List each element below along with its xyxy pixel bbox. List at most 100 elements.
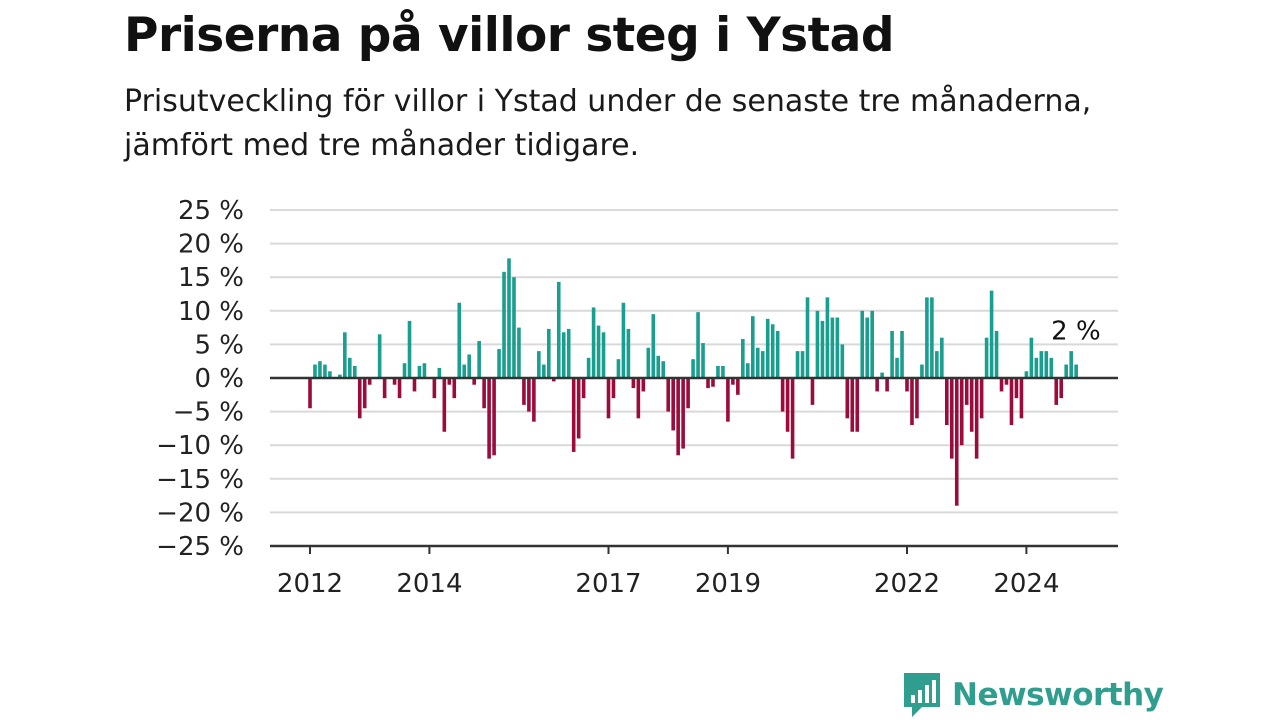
bar	[407, 320, 412, 378]
bar	[1034, 357, 1039, 378]
bar	[656, 355, 661, 378]
bar	[1074, 364, 1078, 378]
bar	[984, 337, 989, 378]
bar	[482, 378, 486, 409]
bar	[571, 378, 576, 452]
y-tick-label: 25 %	[178, 196, 244, 226]
bar	[716, 365, 720, 378]
bar	[437, 367, 442, 378]
bar	[964, 378, 969, 405]
bar	[551, 378, 556, 382]
bar	[522, 378, 526, 405]
bar	[676, 378, 680, 456]
bar	[795, 351, 800, 378]
bar	[1044, 351, 1049, 378]
bar	[949, 378, 954, 459]
bar	[1059, 378, 1064, 399]
bar	[566, 328, 571, 378]
bar	[492, 378, 496, 456]
bars	[308, 258, 1078, 506]
bar	[915, 378, 919, 419]
bar	[1039, 351, 1044, 378]
bar	[586, 357, 591, 378]
bar	[910, 378, 914, 426]
bar	[989, 290, 994, 378]
bar	[736, 378, 740, 395]
bar	[686, 378, 690, 409]
bar	[994, 330, 999, 378]
bar	[457, 302, 462, 378]
bar	[845, 378, 850, 419]
x-tick-label: 2014	[396, 569, 462, 599]
x-tick-label: 2022	[874, 569, 940, 599]
bar	[805, 297, 810, 378]
bar	[313, 364, 317, 378]
bar	[631, 378, 636, 389]
bar	[452, 378, 457, 399]
bar	[308, 378, 312, 409]
bar	[532, 378, 536, 422]
bar	[1054, 378, 1059, 405]
bar	[746, 363, 750, 378]
bar	[641, 378, 646, 392]
bar	[760, 351, 765, 378]
bar	[890, 330, 894, 378]
bar	[1009, 378, 1014, 426]
y-tick-label: −5 %	[173, 398, 244, 428]
bar	[940, 337, 944, 378]
bar	[701, 343, 705, 378]
bar	[721, 365, 725, 378]
chart-subtitle: Prisutveckling för villor i Ystad under …	[124, 84, 1092, 163]
newsworthy-logo-icon	[904, 673, 940, 717]
chart-title: Priserna på villor steg i Ystad	[124, 8, 894, 63]
y-tick-label: 5 %	[194, 330, 244, 360]
bar	[945, 378, 949, 426]
bar	[462, 364, 467, 378]
bar	[780, 378, 785, 412]
bar	[765, 318, 770, 378]
bar	[561, 332, 566, 378]
bar	[547, 328, 551, 378]
bar	[512, 277, 516, 378]
bar	[785, 378, 790, 432]
bar	[954, 378, 959, 506]
bar	[706, 378, 710, 389]
x-tick-label: 2024	[993, 569, 1059, 599]
bar	[467, 354, 471, 378]
bar	[323, 364, 327, 378]
bar	[646, 347, 651, 378]
y-tick-label: 20 %	[178, 230, 244, 260]
bar	[870, 310, 874, 378]
bar	[661, 361, 666, 378]
y-tick-label: 0 %	[194, 364, 244, 394]
x-tick-label: 2017	[575, 569, 641, 599]
bar	[318, 361, 322, 378]
bar	[442, 378, 447, 432]
bar	[880, 372, 884, 378]
bar	[979, 378, 984, 419]
bar	[357, 378, 362, 419]
bar	[755, 347, 760, 378]
bar	[432, 378, 437, 399]
bar	[865, 317, 869, 378]
y-axis-ticks: 25 % 20 %15 % 10 %5 % 0 % −5 %−10 % −15 %−20 …	[156, 196, 244, 562]
bar	[1024, 371, 1029, 378]
bar	[930, 297, 934, 378]
y-tick-label: −10 %	[156, 431, 244, 461]
bar	[591, 307, 596, 378]
bar	[348, 357, 352, 378]
y-tick-label: 10 %	[178, 297, 244, 327]
bar	[920, 364, 924, 378]
bar	[537, 351, 541, 378]
bar	[860, 310, 865, 378]
gridlines	[270, 209, 1118, 514]
bar	[810, 378, 815, 405]
bar	[477, 341, 481, 378]
bar	[1019, 378, 1024, 419]
bar	[601, 332, 606, 378]
newsworthy-brand: Newsworthy	[902, 670, 1164, 720]
bar	[542, 364, 546, 378]
bar	[377, 334, 382, 378]
bar	[750, 316, 755, 378]
